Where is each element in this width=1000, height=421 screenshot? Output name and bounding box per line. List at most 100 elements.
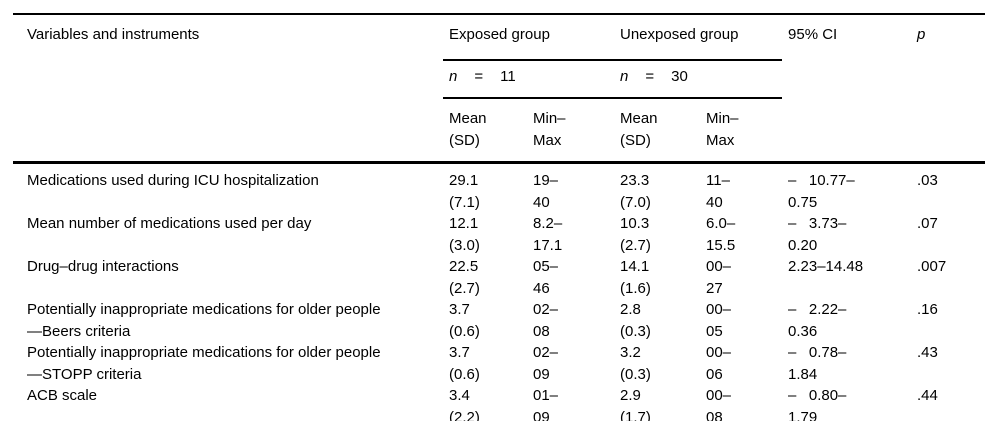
cell-variable: ACB scale <box>13 385 443 421</box>
unexposed-n-cell: n = 30 <box>614 60 783 99</box>
variable-line1: Potentially inappropriate medications fo… <box>27 301 381 318</box>
cell-p-value: .07 <box>911 213 985 256</box>
unexposed-sd: (1.7) <box>620 408 651 421</box>
p-value: .44 <box>917 387 938 404</box>
cell-unexposed-minmax: 6.0– 15.5 <box>700 213 782 256</box>
exposed-minmax-line1: 05– <box>533 258 559 275</box>
p-value: .43 <box>917 344 938 361</box>
table-row: Medications used during ICU hospitalizat… <box>13 163 985 214</box>
cell-unexposed-minmax: 11– 40 <box>700 163 782 214</box>
unexposed-mean: 2.8 <box>620 301 641 318</box>
unexposed-minmax-line2: 05 <box>706 322 723 340</box>
unexposed-sd: (0.3) <box>620 322 651 340</box>
cell-exposed-minmax: 19– 40 <box>527 163 614 214</box>
unexposed-minmax-line1: 11– <box>706 172 730 189</box>
column-header-exposed-group: Exposed group <box>443 14 614 61</box>
cell-exposed-minmax: 8.2– 17.1 <box>527 213 614 256</box>
cell-unexposed-mean-sd: 23.3 (7.0) <box>614 163 700 214</box>
cell-p-value: .43 <box>911 342 985 385</box>
cell-exposed-minmax: 02– 08 <box>527 299 614 342</box>
ci-line2: 0.36 <box>788 322 818 340</box>
variable-line1: Medications used during ICU hospitalizat… <box>27 172 319 189</box>
subheader-exposed-mean-sd: Mean (SD) <box>443 98 527 164</box>
table-row: ACB scale 3.4 (2.2) 01– 09 2.9 (1.7) 00– <box>13 385 985 421</box>
unexposed-sd: (1.6) <box>620 279 651 297</box>
unexposed-minmax-line2: 40 <box>706 193 723 211</box>
cell-unexposed-mean-sd: 10.3 (2.7) <box>614 213 700 256</box>
exposed-n-equals: = <box>474 68 484 85</box>
cell-unexposed-mean-sd: 14.1 (1.6) <box>614 256 700 299</box>
unexposed-mean: 3.2 <box>620 344 641 361</box>
unexposed-minmax-line2: 08 <box>706 408 723 421</box>
column-header-ci: 95% CI <box>782 14 912 164</box>
exposed-mean: 3.4 <box>449 387 470 404</box>
cell-variable: Potentially inappropriate medications fo… <box>13 299 443 342</box>
ci-line1: – 0.78– <box>788 344 847 361</box>
cell-unexposed-mean-sd: 3.2 (0.3) <box>614 342 700 385</box>
exposed-minmax-line1: 19– <box>533 172 559 189</box>
ci-line1: 2.23–14.48 <box>788 258 864 275</box>
unexposed-minmax-line2: 15.5 <box>706 236 736 254</box>
max-label: Max <box>533 131 562 149</box>
ci-line2: 1.79 <box>788 408 818 421</box>
unexposed-sd: (2.7) <box>620 236 651 254</box>
cell-exposed-mean-sd: 3.7 (0.6) <box>443 342 527 385</box>
variable-line1: Potentially inappropriate medications fo… <box>27 344 381 361</box>
exposed-minmax-line2: 09 <box>533 408 550 421</box>
cell-p-value: .03 <box>911 163 985 214</box>
cell-p-value: .007 <box>911 256 985 299</box>
table-body: Medications used during ICU hospitalizat… <box>13 163 985 421</box>
unexposed-sd: (0.3) <box>620 365 651 383</box>
cell-ci: 2.23–14.48 <box>782 256 911 299</box>
exposed-sd: (0.6) <box>449 322 480 340</box>
p-value: .007 <box>917 258 947 275</box>
unexposed-minmax-line1: 00– <box>706 258 732 275</box>
variable-line1: ACB scale <box>27 387 98 404</box>
cell-exposed-mean-sd: 12.1 (3.0) <box>443 213 527 256</box>
unexposed-n-equals: = <box>645 68 655 85</box>
exposed-mean: 3.7 <box>449 301 470 318</box>
unexposed-group-label: Unexposed group <box>620 26 739 43</box>
mean-label: Mean <box>620 110 658 127</box>
p-value: .07 <box>917 215 938 232</box>
exposed-minmax-line2: 40 <box>533 193 550 211</box>
cell-unexposed-minmax: 00– 27 <box>700 256 782 299</box>
table-row: Mean number of medications used per day … <box>13 213 985 256</box>
table-header: Variables and instruments Exposed group … <box>13 14 986 164</box>
min-label: Min– <box>533 110 566 127</box>
cell-unexposed-minmax: 00– 05 <box>700 299 782 342</box>
unexposed-mean: 23.3 <box>620 172 650 189</box>
ci-line1: – 3.73– <box>788 215 847 232</box>
exposed-n-symbol: n <box>449 68 458 85</box>
unexposed-mean: 10.3 <box>620 215 650 232</box>
unexposed-minmax-line1: 6.0– <box>706 215 736 232</box>
header-row-n: n = 11 n = 30 <box>13 60 985 99</box>
exposed-group-label: Exposed group <box>449 26 550 43</box>
cell-variable: Potentially inappropriate medications fo… <box>13 342 443 385</box>
p-value: .16 <box>917 301 938 318</box>
exposed-minmax-line2: 17.1 <box>533 236 563 254</box>
sd-label: (SD) <box>620 131 651 149</box>
variable-line1: Mean number of medications used per day <box>27 215 312 232</box>
unexposed-mean: 14.1 <box>620 258 650 275</box>
cell-exposed-mean-sd: 3.7 (0.6) <box>443 299 527 342</box>
p-value: .03 <box>917 172 938 189</box>
ci-line1: – 0.80– <box>788 387 847 404</box>
exposed-mean: 29.1 <box>449 172 479 189</box>
exposed-n-value: 11 <box>500 68 516 85</box>
cell-exposed-mean-sd: 3.4 (2.2) <box>443 385 527 421</box>
cell-ci: – 0.78– 1.84 <box>782 342 911 385</box>
unexposed-minmax-line2: 06 <box>706 365 723 383</box>
ci-line2: 0.20 <box>788 236 818 254</box>
unexposed-minmax-line1: 00– <box>706 301 732 318</box>
cell-ci: – 0.80– 1.79 <box>782 385 911 421</box>
header-row-subcolumns: Mean (SD) Min– Max Mean (SD) Min– Max <box>13 98 985 164</box>
unexposed-minmax-line1: 00– <box>706 344 732 361</box>
unexposed-minmax-line2: 27 <box>706 279 723 297</box>
ci-line1: – 2.22– <box>788 301 847 318</box>
column-header-p: p <box>911 14 986 164</box>
unexposed-sd: (7.0) <box>620 193 651 211</box>
variables-header-label: Variables and instruments <box>27 26 200 43</box>
exposed-mean: 3.7 <box>449 344 470 361</box>
